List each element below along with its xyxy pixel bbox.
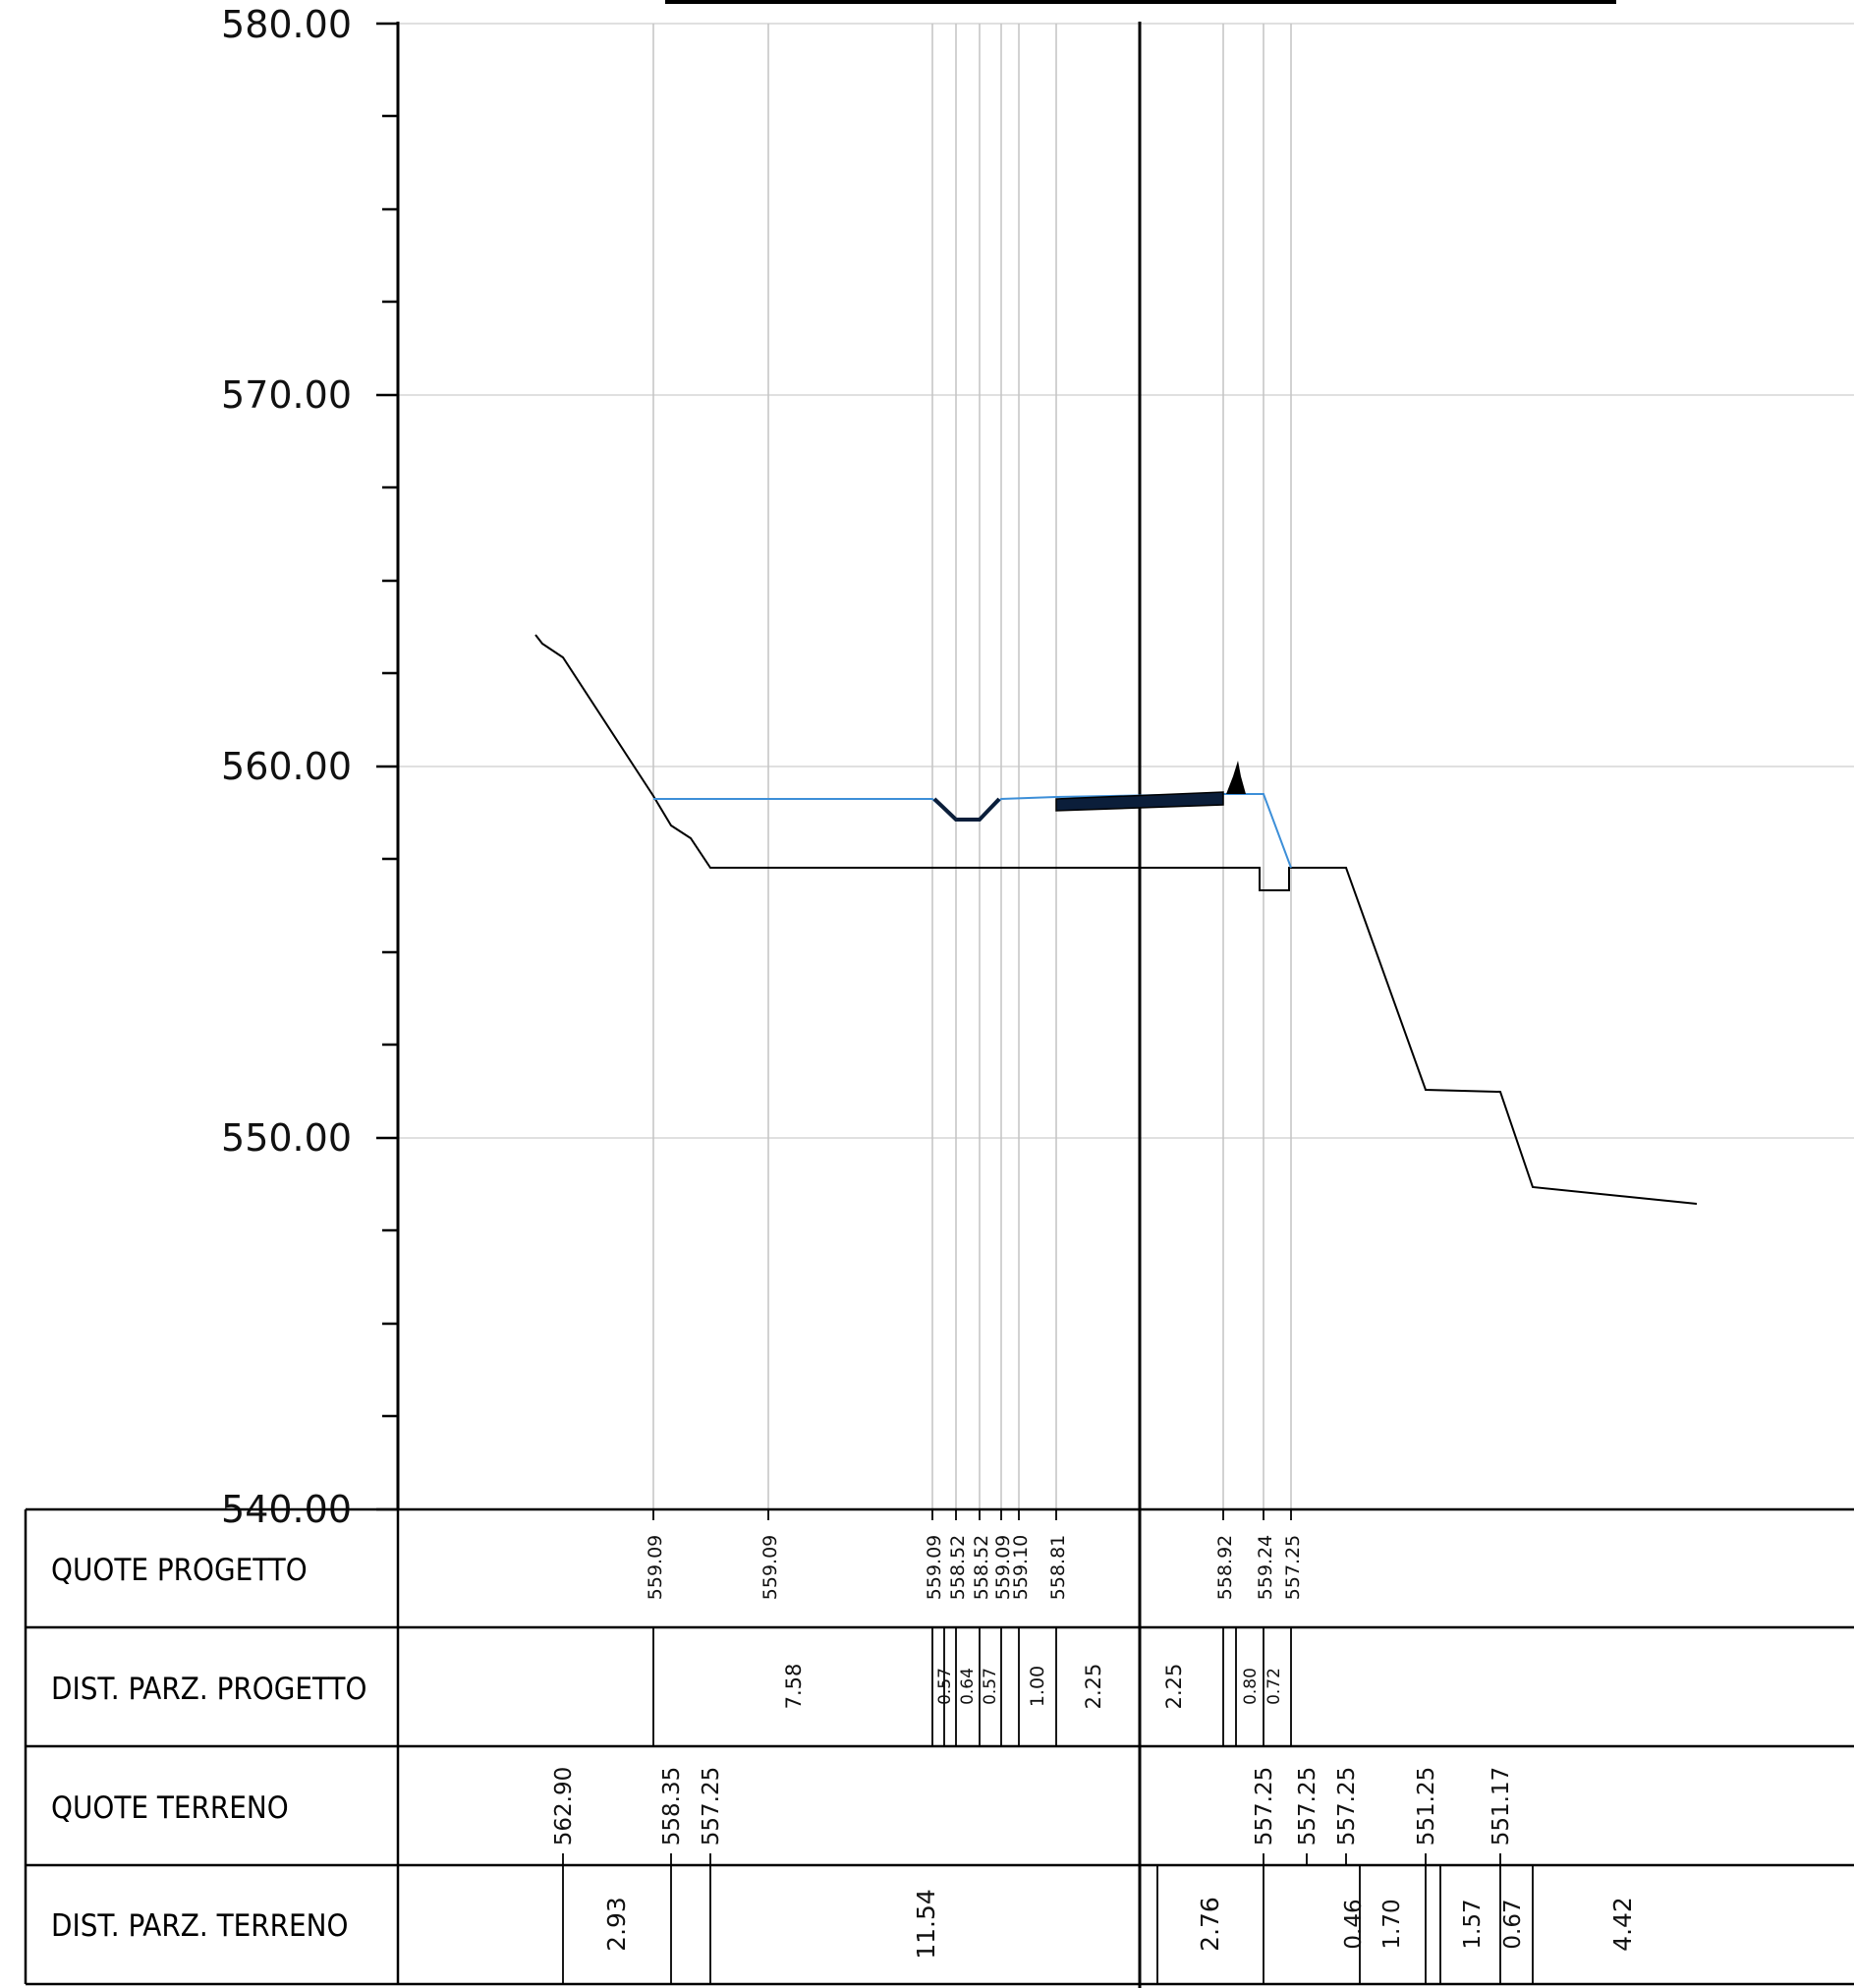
data-table [24, 1507, 1854, 1986]
quote-progetto-value: 559.09 [645, 1535, 666, 1600]
quote-terreno-value: 551.17 [1489, 1767, 1514, 1846]
dist-progetto-value: 7.58 [782, 1664, 806, 1710]
quote-progetto-value: 559.09 [924, 1535, 945, 1600]
dist-terreno-value: 1.57 [1460, 1899, 1486, 1949]
dist-terreno-value: 1.70 [1379, 1899, 1405, 1949]
row-label-dist-progetto: DIST. PARZ. PROGETTO [51, 1672, 366, 1707]
dist-terreno-value: 2.76 [1196, 1897, 1224, 1952]
pavement-slab [1055, 791, 1224, 812]
dist-progetto-value: 2.25 [1162, 1664, 1186, 1710]
y-tick-label-560: 560.00 [221, 745, 352, 788]
dist-progetto-value: 0.80 [1241, 1668, 1261, 1705]
quote-progetto-value: 559.09 [759, 1535, 781, 1600]
dist-progetto-value: 0.64 [958, 1668, 978, 1705]
quote-terreno-value: 557.25 [1252, 1767, 1277, 1846]
row-label-dist-terreno: DIST. PARZ. TERRENO [51, 1908, 348, 1944]
quote-progetto-value: 559.24 [1255, 1535, 1276, 1600]
dist-progetto-value: 0.57 [935, 1668, 955, 1705]
ditch-profile [932, 797, 1001, 822]
quote-progetto-value: 559.09 [992, 1535, 1014, 1600]
dist-terreno-value: 0.67 [1500, 1899, 1526, 1949]
dist-progetto-value: 0.57 [981, 1668, 1000, 1705]
dist-terreno-value: 11.54 [912, 1889, 940, 1960]
quote-terreno-value: 562.90 [551, 1767, 577, 1846]
quote-progetto-value: 558.81 [1047, 1535, 1069, 1600]
dist-progetto-value: 2.25 [1082, 1664, 1105, 1710]
row-label-quote-progetto: QUOTE PROGETTO [51, 1553, 308, 1588]
y-tick-label-570: 570.00 [221, 373, 352, 417]
quote-progetto-value: 559.10 [1010, 1535, 1032, 1600]
dist-progetto-value: 1.00 [1027, 1666, 1048, 1707]
vertical-gridlines [652, 24, 1292, 1509]
horizontal-gridlines [398, 23, 1854, 1139]
kerb-element [1226, 761, 1246, 794]
terrain-profile-line [534, 634, 1698, 1205]
quote-progetto-value: 558.52 [971, 1535, 992, 1600]
quote-terreno-value: 557.25 [1334, 1767, 1360, 1846]
quote-progetto-value: 558.52 [947, 1535, 969, 1600]
dist-progetto-value: 0.72 [1264, 1668, 1284, 1705]
dist-terreno-value: 0.46 [1341, 1899, 1367, 1949]
quote-terreno-value: 557.25 [1295, 1767, 1320, 1846]
quote-progetto-value: 557.25 [1282, 1535, 1304, 1600]
quote-terreno-value: 557.25 [699, 1767, 724, 1846]
y-tick-label-580: 580.00 [221, 3, 352, 46]
dist-terreno-value: 4.42 [1608, 1897, 1637, 1952]
table-content: 559.09 559.09 559.09 558.52 558.52 559.09559.… [551, 1509, 1637, 1984]
row-label-quote-terreno: QUOTE TERRENO [51, 1790, 289, 1826]
y-tick-label-550: 550.00 [221, 1116, 352, 1160]
dist-terreno-value: 2.93 [602, 1897, 631, 1952]
quote-terreno-value: 558.35 [659, 1767, 685, 1846]
y-axis-ticks [376, 22, 398, 1511]
quote-progetto-value: 558.92 [1214, 1535, 1236, 1600]
quote-terreno-value: 551.25 [1414, 1767, 1439, 1846]
